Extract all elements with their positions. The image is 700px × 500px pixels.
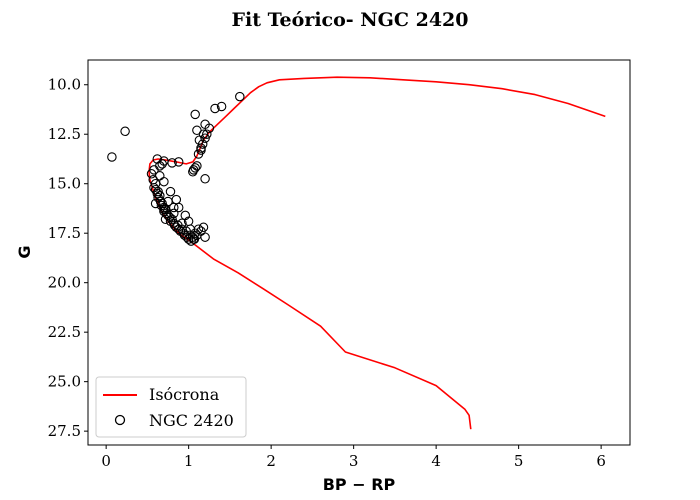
data-point <box>200 232 210 242</box>
data-point <box>167 158 177 168</box>
data-point <box>188 165 199 175</box>
x-axis-label: BP − RP <box>323 475 396 494</box>
plot-frame <box>87 59 631 446</box>
y-tick-label: 12.5 <box>48 125 81 143</box>
x-tick-label: 5 <box>514 452 524 470</box>
data-point <box>165 186 176 197</box>
y-tick-label: 27.5 <box>48 422 81 440</box>
legend-box <box>95 376 247 438</box>
data-point <box>200 119 210 130</box>
y-tick-label: 15.0 <box>48 175 81 193</box>
x-tick-label: 2 <box>266 452 276 470</box>
data-point <box>202 129 212 139</box>
data-point <box>159 204 169 215</box>
y-tick-label: 20.0 <box>48 274 81 292</box>
data-point <box>198 129 209 139</box>
series-isocrona-line <box>148 76 606 430</box>
x-axis: 0 1 2 3 4 5 6 <box>101 445 606 470</box>
y-tick-label: 22.5 <box>48 323 81 341</box>
data-point <box>150 198 161 209</box>
data-point <box>155 196 166 207</box>
data-point <box>235 91 245 102</box>
data-point <box>155 171 165 181</box>
legend-marker-swatch <box>114 414 126 426</box>
data-point <box>198 222 209 233</box>
data-point <box>120 126 130 137</box>
x-tick-label: 1 <box>184 452 194 470</box>
data-point <box>171 194 182 205</box>
data-point <box>210 103 220 114</box>
data-point <box>173 157 184 167</box>
data-point <box>216 101 227 112</box>
data-point <box>177 218 187 229</box>
legend: Isócrona NGC 2420 <box>95 376 247 438</box>
y-tick-label: 10.0 <box>48 76 81 94</box>
data-point <box>160 214 171 225</box>
chart-title: Fit Teórico- NGC 2420 <box>232 9 469 31</box>
data-point <box>190 109 200 120</box>
data-point <box>188 234 199 244</box>
x-tick-label: 3 <box>349 452 359 470</box>
legend-label-ngc-2420: NGC 2420 <box>149 411 234 430</box>
data-point <box>159 176 169 187</box>
data-point <box>169 202 179 213</box>
data-point <box>152 154 163 164</box>
y-axis-label: G <box>15 245 34 258</box>
data-point <box>196 145 206 155</box>
data-point <box>173 202 184 213</box>
plot-marks <box>107 76 606 430</box>
data-point <box>107 152 117 162</box>
data-point <box>169 208 179 219</box>
data-point <box>185 224 196 234</box>
y-axis: 10.0 12.5 15.0 17.5 20.0 22.5 25.0 27.5 <box>48 76 88 440</box>
data-point <box>200 174 210 184</box>
legend-label-isocrona: Isócrona <box>149 385 220 404</box>
data-point <box>190 163 200 173</box>
data-point <box>157 159 167 169</box>
y-tick-label: 25.0 <box>48 373 81 391</box>
x-tick-label: 6 <box>596 452 606 470</box>
data-point <box>153 186 163 197</box>
data-point <box>180 210 191 221</box>
x-tick-label: 4 <box>431 452 441 470</box>
y-tick-label: 17.5 <box>48 224 81 242</box>
x-tick-label: 0 <box>101 452 111 470</box>
